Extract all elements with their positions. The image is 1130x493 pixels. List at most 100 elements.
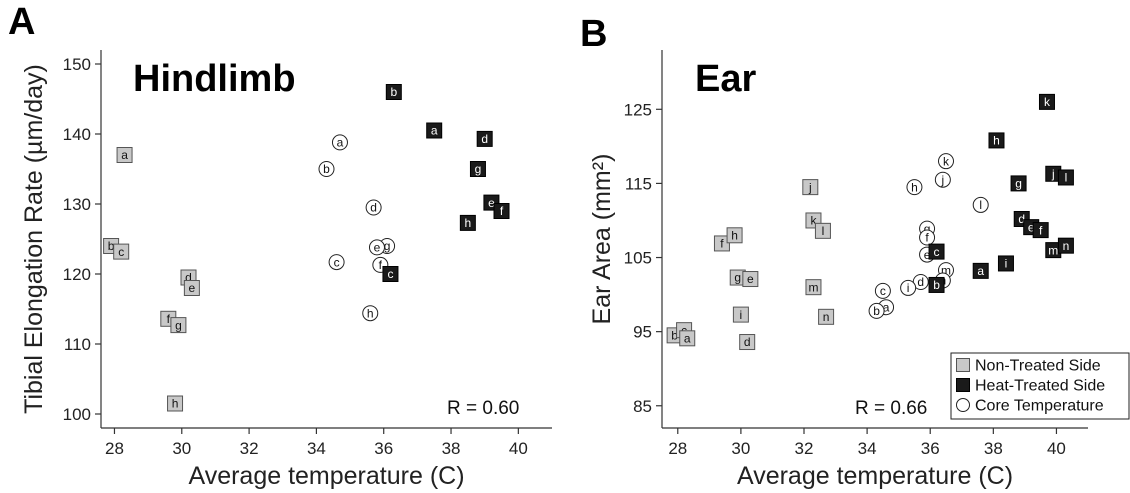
data-point-non-treated <box>732 306 749 323</box>
data-point-heat-treated <box>1057 237 1074 254</box>
data-point-label: m <box>808 280 818 294</box>
data-point-core <box>318 161 335 177</box>
data-point-non-treated <box>814 222 831 239</box>
data-point-label: b <box>671 329 678 343</box>
data-point-non-treated <box>113 243 130 260</box>
legend-label: Core Temperature <box>975 398 1104 415</box>
panel-title: Ear <box>695 58 756 100</box>
data-point-label: e <box>488 196 495 210</box>
data-point-label: f <box>925 231 929 245</box>
data-point-label: c <box>880 284 886 298</box>
data-point-non-treated <box>167 395 184 412</box>
data-point-heat-treated <box>928 243 945 260</box>
data-point-label: f <box>500 204 504 218</box>
chart-panel-b: B Ear 28 30 32 34 36 38 40 85 95 105 115 125 Average t… <box>580 13 1130 490</box>
data-point-label: k <box>810 214 817 228</box>
data-point-heat-treated <box>972 262 989 279</box>
data-point-label: i <box>1005 257 1008 271</box>
data-point-label: d <box>1018 212 1025 226</box>
data-point-label: n <box>823 310 830 324</box>
x-tick-label: 28 <box>668 439 687 458</box>
legend: Non-Treated Side Heat-Treated Side Core Te… <box>950 352 1130 420</box>
data-point-label: i <box>740 308 743 322</box>
data-point-heat-treated <box>997 255 1014 272</box>
x-tick-label: 34 <box>858 439 877 458</box>
data-point-label: a <box>977 264 984 278</box>
data-point-label: l <box>979 198 982 212</box>
data-point-heat-treated <box>385 84 402 100</box>
data-point-label: a <box>431 124 438 138</box>
data-point-label: c <box>934 245 940 259</box>
data-point-label: a <box>684 332 691 346</box>
data-point-heat-treated <box>469 161 486 177</box>
data-point-label: b <box>873 304 880 318</box>
x-tick-label: 36 <box>921 439 940 458</box>
data-point-core <box>365 199 382 216</box>
y-tick-label: 95 <box>633 323 652 342</box>
data-point-label: j <box>1051 167 1055 181</box>
data-point-core <box>874 282 891 299</box>
data-point-label: g <box>1015 177 1022 191</box>
data-point-core <box>972 196 989 213</box>
data-point-label: f <box>167 312 171 326</box>
data-point-label: a <box>337 136 344 150</box>
data-point-label: e <box>924 248 931 262</box>
data-point-heat-treated <box>426 122 443 139</box>
data-point-label: f <box>1039 223 1043 237</box>
y-tick-label: 130 <box>63 195 91 214</box>
data-point-label: h <box>731 228 738 242</box>
data-point-core <box>368 239 385 256</box>
legend-marker-non-treated <box>956 358 970 372</box>
data-point-core <box>906 179 923 196</box>
legend-marker-heat-treated <box>956 378 970 392</box>
data-point-core <box>328 254 345 271</box>
y-tick-label: 115 <box>625 174 652 193</box>
data-point-label: k <box>943 154 950 168</box>
data-point-heat-treated <box>476 130 493 147</box>
data-point-label: g <box>175 318 182 332</box>
data-point-non-treated <box>726 227 743 244</box>
data-point-label: d <box>744 335 751 349</box>
x-axis-label: Average temperature (C) <box>737 462 1013 490</box>
series-non-treated: bcafhgeidjklmn <box>666 179 835 351</box>
data-point-label: d <box>185 271 192 285</box>
data-point-label: h <box>911 180 918 194</box>
legend-label: Heat-Treated Side <box>975 378 1105 395</box>
y-tick-label: 120 <box>63 265 91 284</box>
data-point-non-treated <box>183 280 200 296</box>
series-non-treated: a b c de f g h <box>103 147 200 412</box>
data-point-label: b <box>323 162 330 176</box>
data-point-label: a <box>883 300 890 314</box>
x-tick-label: 38 <box>442 439 461 458</box>
data-point-heat-treated <box>928 276 945 293</box>
data-point-heat-treated <box>988 132 1005 149</box>
data-point-non-treated <box>802 179 819 196</box>
legend-label: Non-Treated Side <box>975 358 1101 375</box>
correlation-annotation: R = 0.60 <box>447 398 519 419</box>
data-point-label: h <box>367 306 374 320</box>
data-point-heat-treated <box>382 266 399 282</box>
chart-panel-a: A Hindlimb 28 30 32 34 36 38 40 100 110 120 130 140 15… <box>8 1 552 490</box>
data-point-label: g <box>924 222 931 236</box>
y-tick-label: 85 <box>633 397 652 416</box>
y-tick-label: 125 <box>624 100 652 119</box>
data-point-label: f <box>379 258 383 272</box>
data-point-label: g <box>734 271 741 285</box>
data-point-label: e <box>1028 220 1035 234</box>
y-axis-label: Tibial Elongation Rate (µm/day) <box>20 64 48 414</box>
series-core: kjhlgfemndicab <box>868 153 989 319</box>
data-point-heat-treated <box>1032 222 1049 239</box>
data-point-label: m <box>1048 243 1058 257</box>
data-point-heat-treated <box>1057 169 1074 186</box>
data-point-label: h <box>172 397 179 411</box>
data-point-label: m <box>941 263 951 277</box>
data-point-heat-treated <box>1038 93 1055 110</box>
data-point-label: f <box>720 237 724 251</box>
data-point-heat-treated <box>493 203 510 219</box>
data-point-label: j <box>808 180 812 194</box>
panel-letter: A <box>8 1 35 43</box>
data-point-core <box>919 229 936 246</box>
data-point-core <box>362 305 379 322</box>
